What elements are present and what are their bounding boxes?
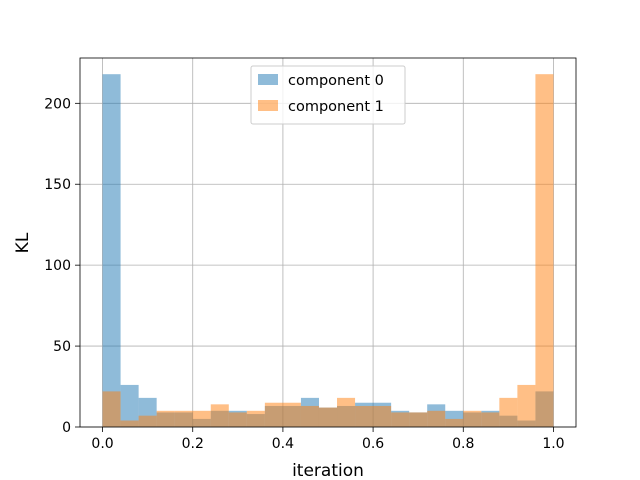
bar-series-1-bin-20 [463, 410, 482, 427]
y-tick-label-1: 50 [53, 339, 71, 355]
bar-series-1-bin-15 [373, 405, 392, 427]
legend-frame [250, 65, 406, 125]
legend-swatch-component-1 [258, 100, 278, 111]
bar-series-1-bin-4 [174, 410, 193, 427]
bar-series-1-bin-19 [445, 418, 464, 427]
histogram-bars [102, 74, 554, 428]
bar-series-1-bin-2 [138, 415, 157, 427]
x-tick-label-3: 0.6 [362, 436, 384, 452]
y-tick-label-0: 0 [62, 420, 71, 436]
bar-series-1-bin-9 [264, 402, 283, 427]
bar-series-1-bin-23 [517, 384, 536, 427]
bar-series-1-bin-18 [427, 410, 446, 427]
bar-series-1-bin-3 [156, 410, 175, 427]
bar-series-1-bin-21 [481, 412, 500, 427]
legend-label-component-0: component 0 [288, 73, 384, 89]
bar-series-0-bin-0 [102, 74, 121, 428]
bar-series-1-bin-17 [409, 412, 428, 427]
legend: component 0 component 1 [250, 65, 406, 125]
bar-series-1-bin-1 [120, 420, 139, 427]
bar-series-1-bin-22 [499, 397, 518, 427]
x-tick-label-1: 0.2 [182, 436, 204, 452]
x-axis-label: iteration [292, 461, 364, 480]
x-tick-label-0: 0.0 [91, 436, 113, 452]
x-tick-label-4: 0.8 [452, 436, 474, 452]
axis-ticks: 0.0 0.2 0.4 0.6 0.8 1.0 0 50 100 150 200 [44, 96, 564, 452]
bar-series-1-bin-14 [355, 405, 374, 427]
plot-frame [79, 57, 577, 428]
bar-series-1-bin-13 [337, 397, 356, 427]
y-tick-label-3: 150 [44, 177, 71, 193]
bar-series-1-bin-24 [535, 74, 554, 428]
x-tick-label-5: 1.0 [542, 436, 564, 452]
legend-swatch-component-0 [258, 74, 278, 85]
bar-series-1-bin-11 [300, 405, 319, 427]
bar-series-1-bin-7 [228, 412, 247, 427]
bar-series-1-bin-10 [282, 402, 301, 427]
bar-series-1-bin-6 [210, 404, 229, 427]
bar-series-1-bin-12 [318, 407, 338, 427]
bar-series-1-bin-16 [391, 412, 410, 427]
y-tick-label-4: 200 [44, 96, 71, 112]
x-tick-label-2: 0.4 [272, 436, 294, 452]
y-axis-label: KL [13, 232, 33, 253]
bar-series-1-bin-0 [102, 391, 121, 427]
bar-series-1-bin-8 [246, 410, 265, 427]
bar-series-1-bin-5 [192, 410, 211, 427]
y-tick-label-2: 100 [44, 258, 71, 274]
legend-label-component-1: component 1 [288, 99, 384, 115]
bar-series-0-bin-1 [120, 384, 139, 427]
